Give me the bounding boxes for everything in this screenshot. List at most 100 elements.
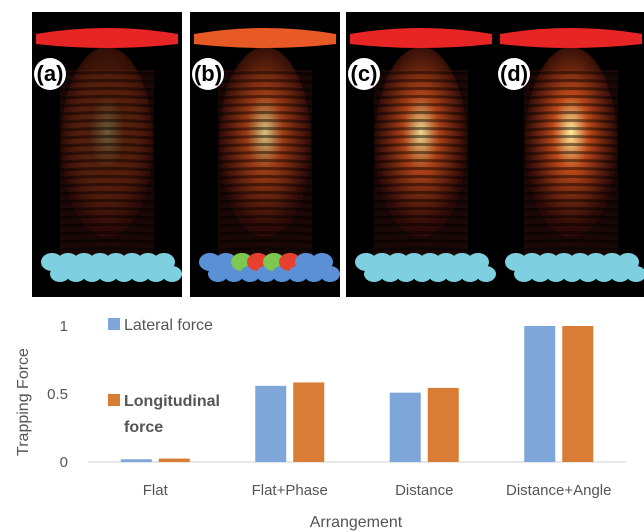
fringe <box>373 95 469 100</box>
bar-lateral <box>255 385 287 462</box>
fringe <box>217 223 313 228</box>
fringe <box>523 199 619 204</box>
y-axis-label: Trapping Force <box>15 348 32 456</box>
fringe <box>59 127 155 132</box>
fringe <box>373 215 469 220</box>
bar-lateral <box>524 326 556 462</box>
fringe <box>523 95 619 100</box>
fringe <box>373 103 469 108</box>
fringe <box>373 135 469 140</box>
fringe <box>59 215 155 220</box>
fringe <box>523 207 619 212</box>
bottom-transducer-array <box>41 253 182 282</box>
simulation-panel: (b) <box>190 12 340 297</box>
field-glow <box>61 47 153 237</box>
fringe <box>373 87 469 92</box>
fringe <box>59 199 155 204</box>
fringe <box>523 159 619 164</box>
fringe <box>373 247 469 252</box>
fringe <box>59 95 155 100</box>
fringe <box>373 239 469 244</box>
fringe <box>217 79 313 84</box>
fringe <box>59 143 155 148</box>
fringe <box>217 175 313 180</box>
fringe <box>523 223 619 228</box>
fringe <box>373 191 469 196</box>
fringe <box>217 191 313 196</box>
top-transducer-array <box>36 28 178 48</box>
fringe <box>59 103 155 108</box>
panel-label: (c) <box>348 58 380 90</box>
simulation-panel: (a) <box>32 12 182 297</box>
fringe <box>59 183 155 188</box>
transducer <box>162 266 182 282</box>
fringe <box>217 95 313 100</box>
fringe <box>59 87 155 92</box>
field-image <box>194 28 340 282</box>
panel-label: (a) <box>34 58 66 90</box>
legend-swatch <box>108 318 120 330</box>
fringe <box>523 215 619 220</box>
fringe <box>217 71 313 76</box>
fringe <box>59 151 155 156</box>
trapping-force-bar-chart: Trapping Force Arrangement 0 0.5 1 Flat Fla… <box>15 317 626 531</box>
fringe <box>373 143 469 148</box>
fringe <box>523 247 619 252</box>
fringe <box>373 111 469 116</box>
fringe <box>217 127 313 132</box>
y-tick-label: 0 <box>60 454 68 471</box>
fringe <box>217 143 313 148</box>
y-tick-label: 0.5 <box>47 386 68 403</box>
fringe <box>373 167 469 172</box>
fringe <box>59 223 155 228</box>
fringe <box>523 135 619 140</box>
fringe <box>59 191 155 196</box>
fringe <box>59 135 155 140</box>
fringe <box>217 159 313 164</box>
top-transducer-array <box>194 28 336 48</box>
fringe <box>59 119 155 124</box>
fringe <box>217 199 313 204</box>
bar-longitudinal <box>293 382 325 462</box>
fringe <box>59 111 155 116</box>
fringe <box>59 239 155 244</box>
top-transducer-array <box>500 28 642 48</box>
fringe <box>523 103 619 108</box>
bar-lateral <box>120 459 152 462</box>
fringe <box>523 183 619 188</box>
fringe <box>217 167 313 172</box>
fringe <box>217 247 313 252</box>
bottom-transducer-array <box>355 253 496 282</box>
fringe <box>523 167 619 172</box>
field-image <box>500 28 644 282</box>
panel-label: (b) <box>192 58 224 90</box>
fringe <box>523 239 619 244</box>
y-tick-label: 1 <box>60 318 68 335</box>
fringe <box>59 175 155 180</box>
fringe <box>523 127 619 132</box>
transducer <box>476 266 496 282</box>
bar-lateral <box>389 392 421 462</box>
fringe <box>523 151 619 156</box>
fringe <box>523 111 619 116</box>
fringe <box>373 231 469 236</box>
simulation-panel: (c) <box>346 12 496 297</box>
fringe <box>373 207 469 212</box>
simulation-panel: (d) <box>496 12 644 297</box>
x-tick-label: Flat+Phase <box>252 482 328 499</box>
bottom-transducer-array <box>505 253 644 282</box>
fringe <box>217 135 313 140</box>
field-glow <box>375 47 467 237</box>
fringe <box>217 103 313 108</box>
fringe <box>373 127 469 132</box>
fringe <box>217 215 313 220</box>
fringe <box>373 223 469 228</box>
fringe <box>523 119 619 124</box>
legend-label: force <box>124 419 163 436</box>
fringe <box>59 247 155 252</box>
fringe <box>59 71 155 76</box>
top-transducer-array <box>350 28 492 48</box>
x-tick-label: Flat <box>143 482 169 499</box>
bar-longitudinal <box>427 387 459 462</box>
fringe <box>59 167 155 172</box>
